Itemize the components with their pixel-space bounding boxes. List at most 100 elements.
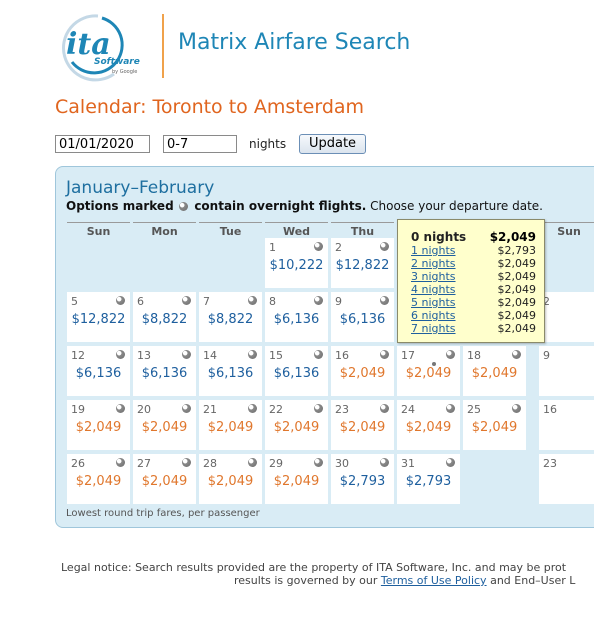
calendar-day-cell[interactable]: 21 $2,049 (199, 400, 262, 450)
calendar-day-cell[interactable]: 12 $6,136 (67, 346, 130, 396)
calendar-day-cell[interactable]: 22 $2,049 (265, 400, 328, 450)
day-price[interactable]: $2,049 (207, 420, 254, 435)
header-divider (162, 14, 164, 78)
day-price[interactable]: $2,049 (273, 474, 320, 489)
calendar-day-cell[interactable]: 13 $6,136 (133, 346, 196, 396)
overnight-moon-icon (314, 404, 323, 413)
day-price[interactable]: $6,136 (207, 366, 254, 381)
day-number: 29 (269, 457, 283, 470)
popup-price: $2,049 (497, 309, 537, 322)
day-price[interactable]: $2,049 (339, 420, 386, 435)
weekday-mon: Mon (133, 222, 196, 239)
day-price[interactable]: $8,822 (141, 312, 188, 327)
day-number: 25 (467, 403, 481, 416)
weekday-sun: Sun (539, 222, 594, 239)
popup-nights-link[interactable]: 3 nights (411, 270, 456, 283)
popup-row[interactable]: 2 nights $2,049 (411, 257, 536, 270)
popup-row[interactable]: 7 nights $2,049 (411, 322, 536, 335)
popup-row[interactable]: 5 nights $2,049 (411, 296, 536, 309)
day-price[interactable]: $2,049 (75, 474, 122, 489)
day-number: 13 (137, 349, 151, 362)
day-price[interactable]: $2,049 (405, 420, 452, 435)
calendar-day-cell[interactable]: 8 $6,136 (265, 292, 328, 342)
day-price[interactable]: $6,136 (141, 366, 188, 381)
popup-nights-link[interactable]: 1 nights (411, 244, 456, 257)
day-number: 6 (137, 295, 144, 308)
calendar-day-cell[interactable]: 1 $10,222 (265, 238, 328, 288)
overnight-moon-icon (380, 404, 389, 413)
calendar-day-cell[interactable]: 27 $2,049 (133, 454, 196, 504)
overnight-moon-icon (380, 458, 389, 467)
popup-nights-link[interactable]: 6 nights (411, 309, 456, 322)
day-price[interactable]: $2,793 (339, 474, 386, 489)
nights-range-input[interactable] (163, 135, 237, 153)
overnight-moon-icon (512, 404, 521, 413)
day-price[interactable]: $10,222 (269, 258, 324, 273)
calendar-day-cell[interactable]: 17 $2,049 (397, 346, 460, 396)
calendar-day-cell[interactable]: 19 $2,049 (67, 400, 130, 450)
day-price[interactable]: $2,049 (141, 420, 188, 435)
day-number: 30 (335, 457, 349, 470)
terms-of-use-link[interactable]: Terms of Use Policy (380, 574, 487, 587)
calendar-day-cell[interactable]: 7 $8,822 (199, 292, 262, 342)
day-price[interactable]: $2,049 (141, 474, 188, 489)
calendar-day-cell[interactable]: 6 $8,822 (133, 292, 196, 342)
calendar-day-cell[interactable]: 9 $6,136 (331, 292, 394, 342)
day-price[interactable]: $6,136 (273, 312, 320, 327)
page-title: Calendar: Toronto to Amsterdam (55, 96, 365, 118)
overnight-moon-icon (182, 458, 191, 467)
day-price[interactable]: $12,822 (71, 312, 126, 327)
day-price[interactable]: $2,049 (75, 420, 122, 435)
calendar-day-cell[interactable]: 24 $2,049 (397, 400, 460, 450)
popup-nights-link[interactable]: 7 nights (411, 322, 456, 335)
day-price[interactable]: $2,049 (273, 420, 320, 435)
overnight-moon-icon (380, 296, 389, 305)
calendar-day-cell[interactable]: 23 $2,049 (331, 400, 394, 450)
popup-nights-link[interactable]: 2 nights (411, 257, 456, 270)
departure-date-input[interactable] (55, 135, 150, 153)
calendar-day-cell[interactable]: 28 $2,049 (199, 454, 262, 504)
popup-nights-link[interactable]: 5 nights (411, 296, 456, 309)
day-number: 5 (71, 295, 78, 308)
calendar-day-cell[interactable]: 16 $2,049 (331, 346, 394, 396)
popup-row[interactable]: 6 nights $2,049 (411, 309, 536, 322)
day-price[interactable]: $12,822 (335, 258, 390, 273)
calendar-day-cell[interactable]: 31 $2,793 (397, 454, 460, 504)
popup-row[interactable]: 4 nights $2,049 (411, 283, 536, 296)
note-text: Choose your departure date. (370, 199, 543, 213)
day-number: 26 (71, 457, 85, 470)
day-price[interactable]: $8,822 (207, 312, 254, 327)
calendar-day-cell: 9 (539, 346, 594, 396)
calendar-day-cell[interactable]: 18 $2,049 (463, 346, 526, 396)
popup-row[interactable]: 1 nights $2,793 (411, 244, 536, 257)
calendar-day-cell[interactable]: 29 $2,049 (265, 454, 328, 504)
calendar-day-cell[interactable]: 30 $2,793 (331, 454, 394, 504)
calendar-day-cell[interactable]: 5 $12,822 (67, 292, 130, 342)
day-price[interactable]: $2,049 (471, 366, 518, 381)
calendar-day-cell[interactable]: 20 $2,049 (133, 400, 196, 450)
calendar-day-cell[interactable]: 14 $6,136 (199, 346, 262, 396)
day-number: 31 (401, 457, 415, 470)
overnight-moon-icon (116, 350, 125, 359)
nights-price-popup: 0 nights $2,049 1 nights $2,793 2 nights $2,0… (397, 219, 545, 343)
calendar-day-cell[interactable]: 15 $6,136 (265, 346, 328, 396)
calendar-day-cell[interactable]: 25 $2,049 (463, 400, 526, 450)
day-price[interactable]: $2,793 (405, 474, 452, 489)
overnight-moon-icon (248, 296, 257, 305)
legal-text-post: and End–User L (490, 574, 576, 587)
day-price[interactable]: $6,136 (339, 312, 386, 327)
day-number: 17 (401, 349, 415, 362)
ita-software-logo[interactable]: ita Software by Google (54, 12, 146, 82)
day-price[interactable]: $2,049 (339, 366, 386, 381)
day-price[interactable]: $6,136 (75, 366, 122, 381)
calendar-day-cell[interactable]: 2 $12,822 (331, 238, 394, 288)
day-price[interactable]: $6,136 (273, 366, 320, 381)
calendar-day-cell[interactable]: 26 $2,049 (67, 454, 130, 504)
update-button[interactable]: Update (299, 134, 366, 154)
day-price[interactable]: $2,049 (207, 474, 254, 489)
overnight-moon-icon (446, 350, 455, 359)
day-price[interactable]: $2,049 (405, 366, 452, 381)
day-price[interactable]: $2,049 (471, 420, 518, 435)
popup-nights-link[interactable]: 4 nights (411, 283, 456, 296)
popup-row[interactable]: 3 nights $2,049 (411, 270, 536, 283)
